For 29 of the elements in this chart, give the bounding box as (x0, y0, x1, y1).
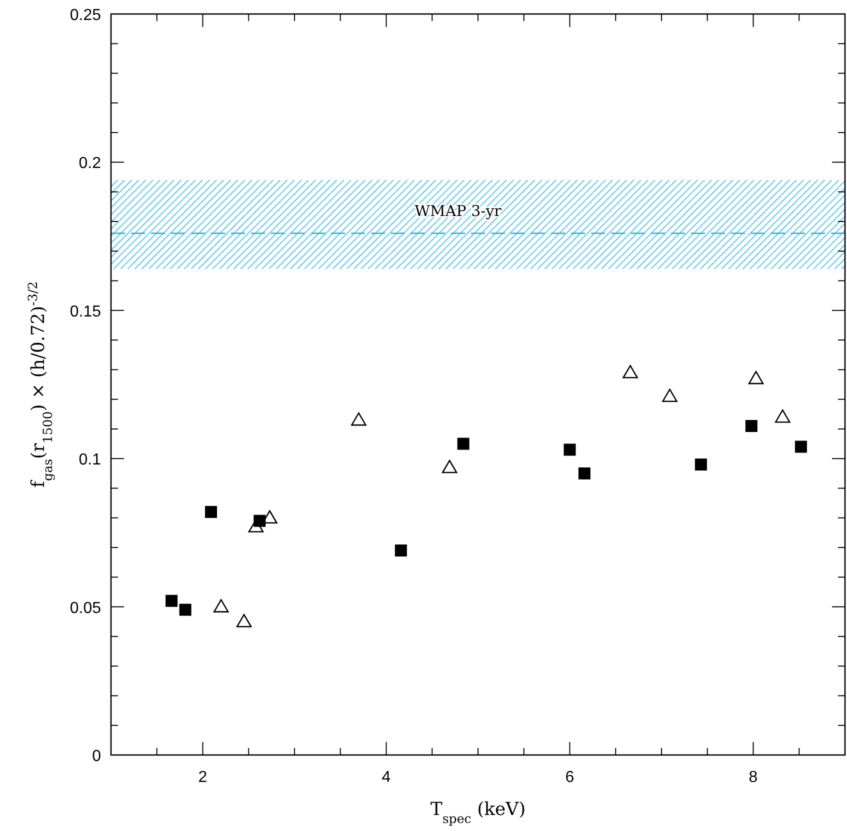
point (745, 420, 758, 432)
point (351, 412, 366, 426)
x-tick-label: 2 (198, 769, 208, 786)
y-tick-label: 0.15 (70, 303, 102, 320)
point (564, 444, 576, 456)
point (457, 438, 470, 450)
point (236, 614, 252, 628)
y-tick-label: 0.25 (70, 7, 102, 24)
x-axis-title: T$_{spec}$ (keV) (430, 799, 526, 826)
point (578, 467, 590, 480)
y-tick-label: 0.05 (70, 600, 102, 617)
point (622, 364, 638, 378)
point (213, 599, 229, 612)
point (794, 440, 807, 453)
y-tick-label: 0.2 (78, 155, 102, 172)
y-tick-label: 0 (92, 748, 102, 765)
point (166, 594, 178, 607)
point (662, 388, 678, 402)
point (205, 506, 218, 518)
point (179, 604, 192, 616)
point (748, 370, 764, 384)
point (442, 460, 458, 474)
x-tick-label: 6 (565, 769, 574, 786)
point (394, 544, 407, 556)
x-tick-label: 4 (382, 769, 391, 786)
x-tick-label: 8 (748, 769, 758, 786)
point (774, 409, 790, 423)
point (694, 458, 707, 471)
y-tick-label: 0.1 (78, 452, 102, 469)
